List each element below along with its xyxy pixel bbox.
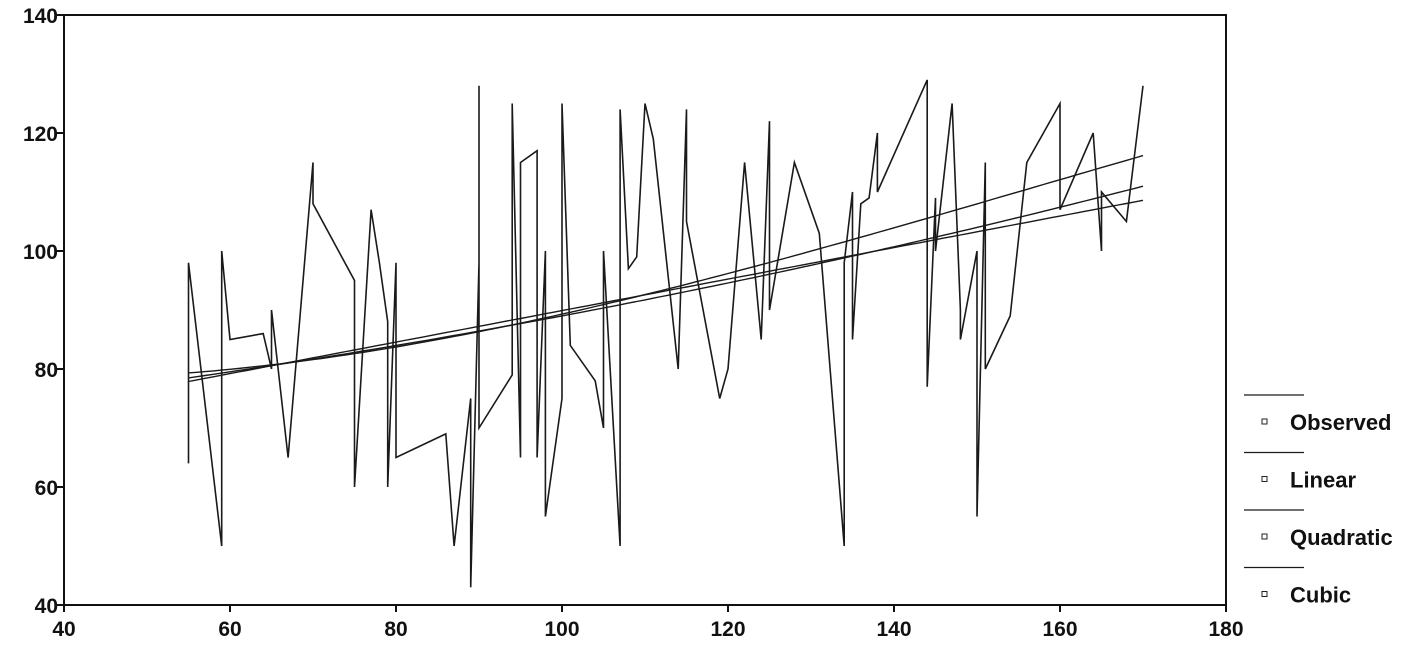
- observed-series: [187, 79, 1144, 588]
- x-tick-label: 160: [1042, 618, 1077, 641]
- axis-ticks: [57, 14, 1227, 612]
- legend-label-quadratic: Quadratic: [1290, 525, 1393, 550]
- y-tick-label: 140: [23, 5, 58, 28]
- fitted-curves: [188, 154, 1144, 383]
- x-tick-label: 80: [384, 618, 407, 641]
- x-tick-label: 180: [1208, 618, 1243, 641]
- x-tick-label: 100: [544, 618, 579, 641]
- linear-fit-line: [188, 199, 1144, 383]
- x-tick-label: 120: [710, 618, 745, 641]
- x-tick-label: 60: [218, 618, 241, 641]
- legend-marker-quadratic: [1261, 533, 1268, 540]
- plot-frame: [63, 14, 1227, 606]
- legend-label-observed: Observed: [1290, 410, 1392, 435]
- x-tick-label: 40: [52, 618, 75, 641]
- quadratic-fit-line: [188, 185, 1144, 379]
- legend-marker-observed: [1261, 418, 1268, 425]
- y-tick-label: 80: [35, 359, 58, 382]
- observed-line: [187, 79, 1144, 588]
- y-tick-label: 60: [35, 477, 58, 500]
- y-axis-tick-labels: 40 60 80 100 120 140: [23, 5, 58, 618]
- legend-marker-linear: [1261, 476, 1268, 482]
- legend: Observed Linear Quadratic Cubic: [1244, 394, 1393, 608]
- cubic-fit-line: [188, 154, 1144, 374]
- x-tick-label: 140: [876, 618, 911, 641]
- legend-label-cubic: Cubic: [1290, 583, 1351, 608]
- y-tick-label: 40: [35, 595, 58, 618]
- legend-marker-cubic: [1261, 591, 1268, 597]
- legend-label-linear: Linear: [1290, 468, 1356, 493]
- x-axis-tick-labels: 40 60 80 100 120 140 160 180: [52, 618, 1243, 641]
- y-tick-label: 100: [23, 241, 58, 264]
- y-tick-label: 120: [23, 123, 58, 146]
